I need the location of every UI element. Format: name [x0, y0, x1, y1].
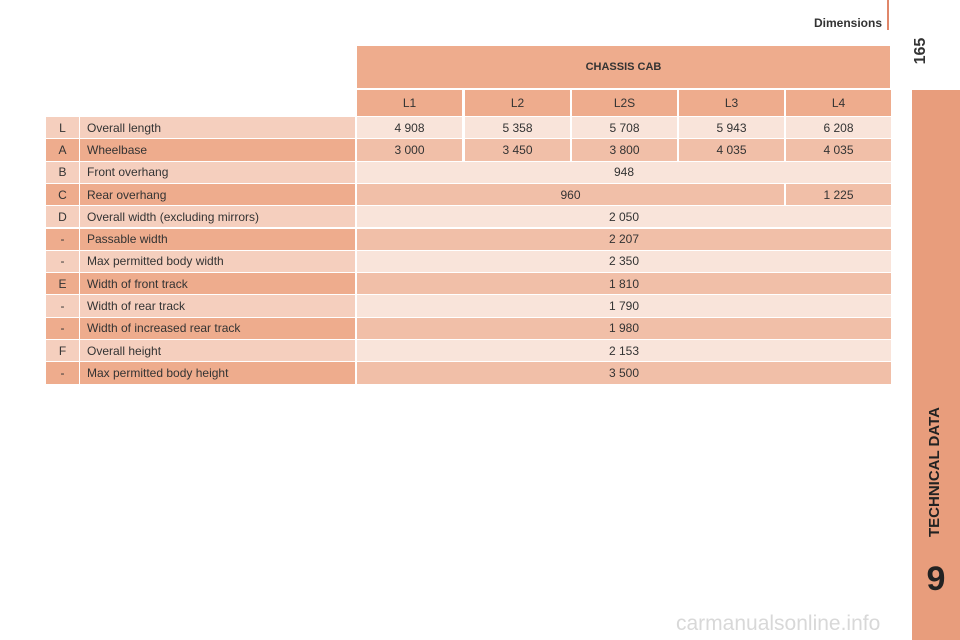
row-value: 2 153	[357, 340, 891, 362]
row-value: 5 943	[679, 117, 784, 139]
header-rule	[887, 0, 889, 30]
row-value: 2 350	[357, 250, 891, 273]
row-code: A	[46, 139, 79, 161]
group-header: CHASSIS CAB	[357, 46, 890, 88]
row-value: 5 358	[465, 117, 570, 139]
row-label: Max permitted body width	[80, 250, 355, 273]
row-label: Front overhang	[80, 161, 355, 183]
row-label: Overall height	[80, 340, 355, 362]
row-value: 3 000	[357, 139, 462, 161]
row-label: Overall length	[80, 117, 355, 139]
row-value: 1 810	[357, 273, 891, 295]
row-code: L	[46, 117, 79, 139]
column-header: L2	[465, 90, 570, 116]
row-code: B	[46, 161, 79, 183]
column-header: L1	[357, 90, 462, 116]
row-value: 4 908	[357, 117, 462, 139]
row-label: Width of increased rear track	[80, 317, 355, 339]
row-label: Width of front track	[80, 273, 355, 295]
row-label: Passable width	[80, 228, 355, 250]
row-code: -	[46, 295, 79, 317]
sidebar	[912, 90, 960, 640]
row-value: 3 450	[465, 139, 570, 161]
row-value: 6 208	[786, 117, 891, 139]
column-header: L3	[679, 90, 784, 116]
chapter-number: 9	[926, 560, 946, 598]
row-code: -	[46, 228, 79, 250]
row-value: 5 708	[572, 117, 677, 139]
row-label: Wheelbase	[80, 139, 355, 161]
row-value: 1 225	[786, 183, 891, 206]
row-value: 2 050	[357, 206, 891, 228]
row-value: 948	[357, 161, 891, 183]
row-label: Rear overhang	[80, 183, 355, 206]
column-header: L2S	[572, 90, 677, 116]
row-value: 4 035	[679, 139, 784, 161]
chapter-title: TECHNICAL DATA	[926, 407, 943, 537]
row-code: C	[46, 183, 79, 206]
row-value: 3 800	[572, 139, 677, 161]
row-code: D	[46, 206, 79, 228]
row-code: -	[46, 317, 79, 339]
page-number: 165	[912, 37, 929, 65]
section-title: Dimensions	[813, 16, 882, 30]
row-code: F	[46, 340, 79, 362]
row-value: 4 035	[786, 139, 891, 161]
row-value: 3 500	[357, 362, 891, 384]
row-label: Overall width (excluding mirrors)	[80, 206, 355, 228]
watermark: carmanualsonline.info	[676, 612, 881, 635]
row-value: 2 207	[357, 228, 891, 250]
row-code: E	[46, 273, 79, 295]
row-code: -	[46, 250, 79, 273]
row-code: -	[46, 362, 79, 384]
row-label: Max permitted body height	[80, 362, 355, 384]
row-value: 1 790	[357, 295, 891, 317]
row-value: 960	[357, 183, 784, 206]
row-value: 1 980	[357, 317, 891, 339]
row-label: Width of rear track	[80, 295, 355, 317]
column-header: L4	[786, 90, 891, 116]
